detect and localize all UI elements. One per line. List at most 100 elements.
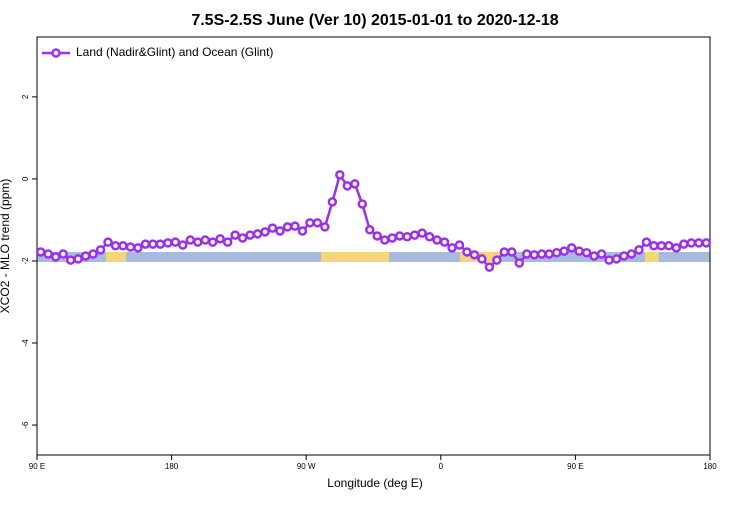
data-point [73,254,83,264]
data-point [484,262,495,272]
x-tick-label: 90 E [567,462,583,471]
data-point [671,243,682,253]
data-point [365,225,375,235]
data-point [35,247,46,257]
data-point [163,238,173,248]
data-point [507,247,517,257]
data-point [604,255,614,265]
data-point [394,231,405,241]
data-point [88,249,98,259]
data-point [619,251,629,261]
y-tick-label: -2 [21,257,30,265]
data-point [252,229,263,239]
y-tick-label: 2 [21,94,30,99]
data-point [282,222,293,232]
data-point [170,237,181,247]
data-point [297,226,308,236]
x-tick-label: 90 E [29,462,45,471]
x-tick-label: 90 W [297,462,316,471]
data-point [230,230,240,240]
data-point [574,246,584,256]
plot-frame [36,36,711,456]
y-tick-label: 0 [21,176,30,181]
land-strip [321,252,389,262]
data-point [439,237,450,247]
land-strip [106,252,126,262]
data-point [200,235,210,245]
data-point [43,249,53,259]
data-point [335,170,345,180]
data-point [477,254,487,264]
data-point [537,249,547,259]
data-point [207,237,218,247]
data-point [686,238,697,248]
data-point [350,179,360,189]
data-point [544,249,554,259]
data-point [193,237,203,247]
data-point [320,222,330,232]
data-point [551,248,562,258]
x-tick-label: 0 [439,462,444,471]
data-point [290,221,300,231]
data-point [469,250,480,260]
data-point [492,255,502,265]
y-tick-label: -6 [21,421,30,429]
data-point [148,239,158,249]
data-point [656,241,667,251]
data-point [611,254,622,264]
data-point [641,237,652,247]
x-tick-label: 180 [165,462,179,471]
data-point [417,228,427,238]
data-point [275,226,285,236]
data-point [140,239,151,249]
data-point [432,235,442,245]
data-point [118,241,128,251]
data-point [694,238,704,248]
data-point [178,240,188,250]
y-tick-label: -4 [21,339,30,347]
data-point [372,231,382,241]
data-point [95,245,106,255]
data-point [103,237,113,247]
data-point [260,227,270,237]
data-point [522,249,532,259]
data-point [626,249,637,259]
legend-marker [51,48,61,58]
data-point [701,238,712,248]
legend-label: Land (Nadir&Glint) and Ocean (Glint) [76,45,273,59]
data-point [50,252,61,262]
data-point [499,247,510,257]
data-point [566,243,577,253]
chart-title: 7.5S-2.5S June (Ver 10) 2015-01-01 to 20… [191,12,558,29]
data-point [634,245,644,255]
data-point [447,243,457,253]
x-axis-label: Longitude (deg E) [327,476,422,490]
data-point [185,235,196,245]
data-point [357,199,368,209]
data-point [237,233,248,243]
data-point [402,232,412,242]
data-point [65,255,76,265]
data-point [462,247,472,257]
data-point [581,248,592,258]
data-point [559,246,569,256]
data-point [454,240,465,250]
data-point [80,251,91,261]
data-point [342,181,353,191]
data-point [649,241,659,251]
data-point [596,249,607,259]
data-point [589,251,599,261]
data-point [245,230,255,240]
y-axis-label: XCO2 - MLO trend (ppm) [0,179,12,314]
data-point [529,250,540,260]
data-point [679,239,689,249]
data-point [58,249,68,259]
land-strip [645,252,659,262]
data-point [312,218,323,228]
data-point [387,233,397,243]
data-point [133,243,143,253]
data-point [327,197,338,207]
data-point [222,237,233,247]
data-point [305,218,315,228]
